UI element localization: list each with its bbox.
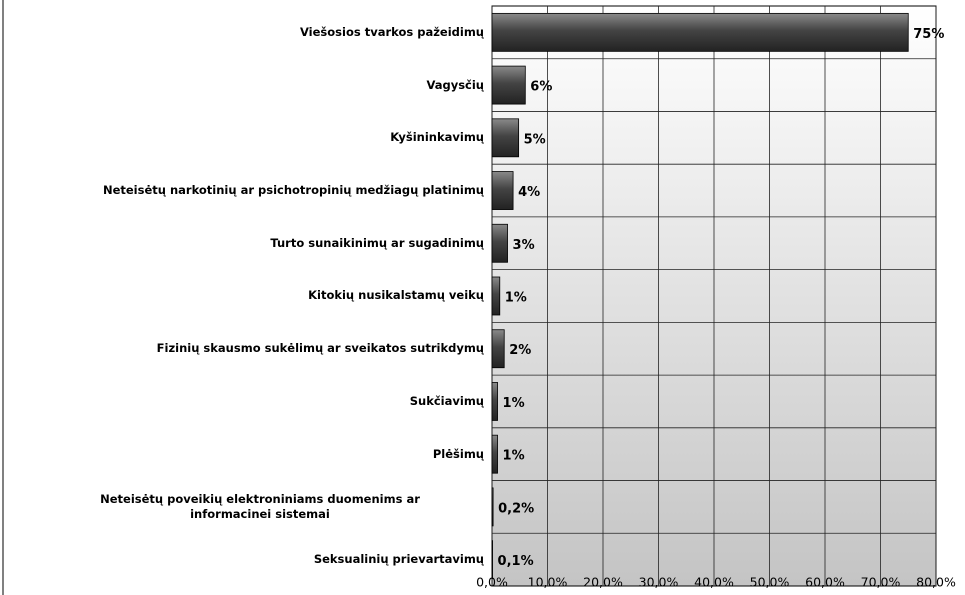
bar xyxy=(491,12,909,52)
x-tick-label: 0,0% xyxy=(476,575,508,590)
value-label: 0,1% xyxy=(498,554,534,569)
bar xyxy=(491,540,493,580)
bar xyxy=(491,276,501,316)
category-label: Neteisėtų poveikių elektroniniams duomen… xyxy=(100,491,420,521)
x-tick-label: 30,0% xyxy=(639,575,679,590)
bar xyxy=(491,487,494,527)
bar xyxy=(491,223,508,263)
value-label: 5% xyxy=(524,132,546,147)
value-label: 1% xyxy=(503,396,525,411)
value-label: 75% xyxy=(913,27,944,42)
x-tick-label: 60,0% xyxy=(805,575,845,590)
category-label: Sukčiavimų xyxy=(409,393,484,408)
value-label: 6% xyxy=(530,80,552,95)
category-label: Kyšininkavimų xyxy=(390,130,484,145)
value-label: 0,2% xyxy=(498,501,534,516)
category-label: Seksualinių prievartavimų xyxy=(313,552,484,567)
category-label: Kitokių nusikalstamų veikų xyxy=(308,288,484,303)
bar xyxy=(491,382,498,421)
category-label: Fizinių skausmo sukėlimų ar sveikatos su… xyxy=(156,341,484,356)
bar xyxy=(491,434,498,474)
x-tick-label: 20,0% xyxy=(583,575,623,590)
x-tick-label: 70,0% xyxy=(861,575,901,590)
bar xyxy=(491,65,526,105)
category-label: Neteisėtų narkotinių ar psichotropinių m… xyxy=(102,183,484,198)
value-label: 2% xyxy=(509,343,531,358)
bar xyxy=(491,171,514,210)
category-label: Viešosios tvarkos pažeidimų xyxy=(299,24,484,39)
x-tick-label: 10,0% xyxy=(528,575,568,590)
x-tick-label: 80,0% xyxy=(916,575,956,590)
x-tick-label: 40,0% xyxy=(694,575,734,590)
value-label: 1% xyxy=(503,449,525,464)
category-label: Vagysčių xyxy=(426,77,484,92)
bar xyxy=(491,329,505,369)
value-label: 3% xyxy=(513,238,535,253)
bar xyxy=(491,118,520,158)
category-label: Turto sunaikinimų ar sugadinimų xyxy=(270,235,484,250)
value-label: 1% xyxy=(505,291,527,306)
x-tick-label: 50,0% xyxy=(750,575,790,590)
value-label: 4% xyxy=(518,185,540,200)
category-label: Plėšimų xyxy=(432,446,484,461)
